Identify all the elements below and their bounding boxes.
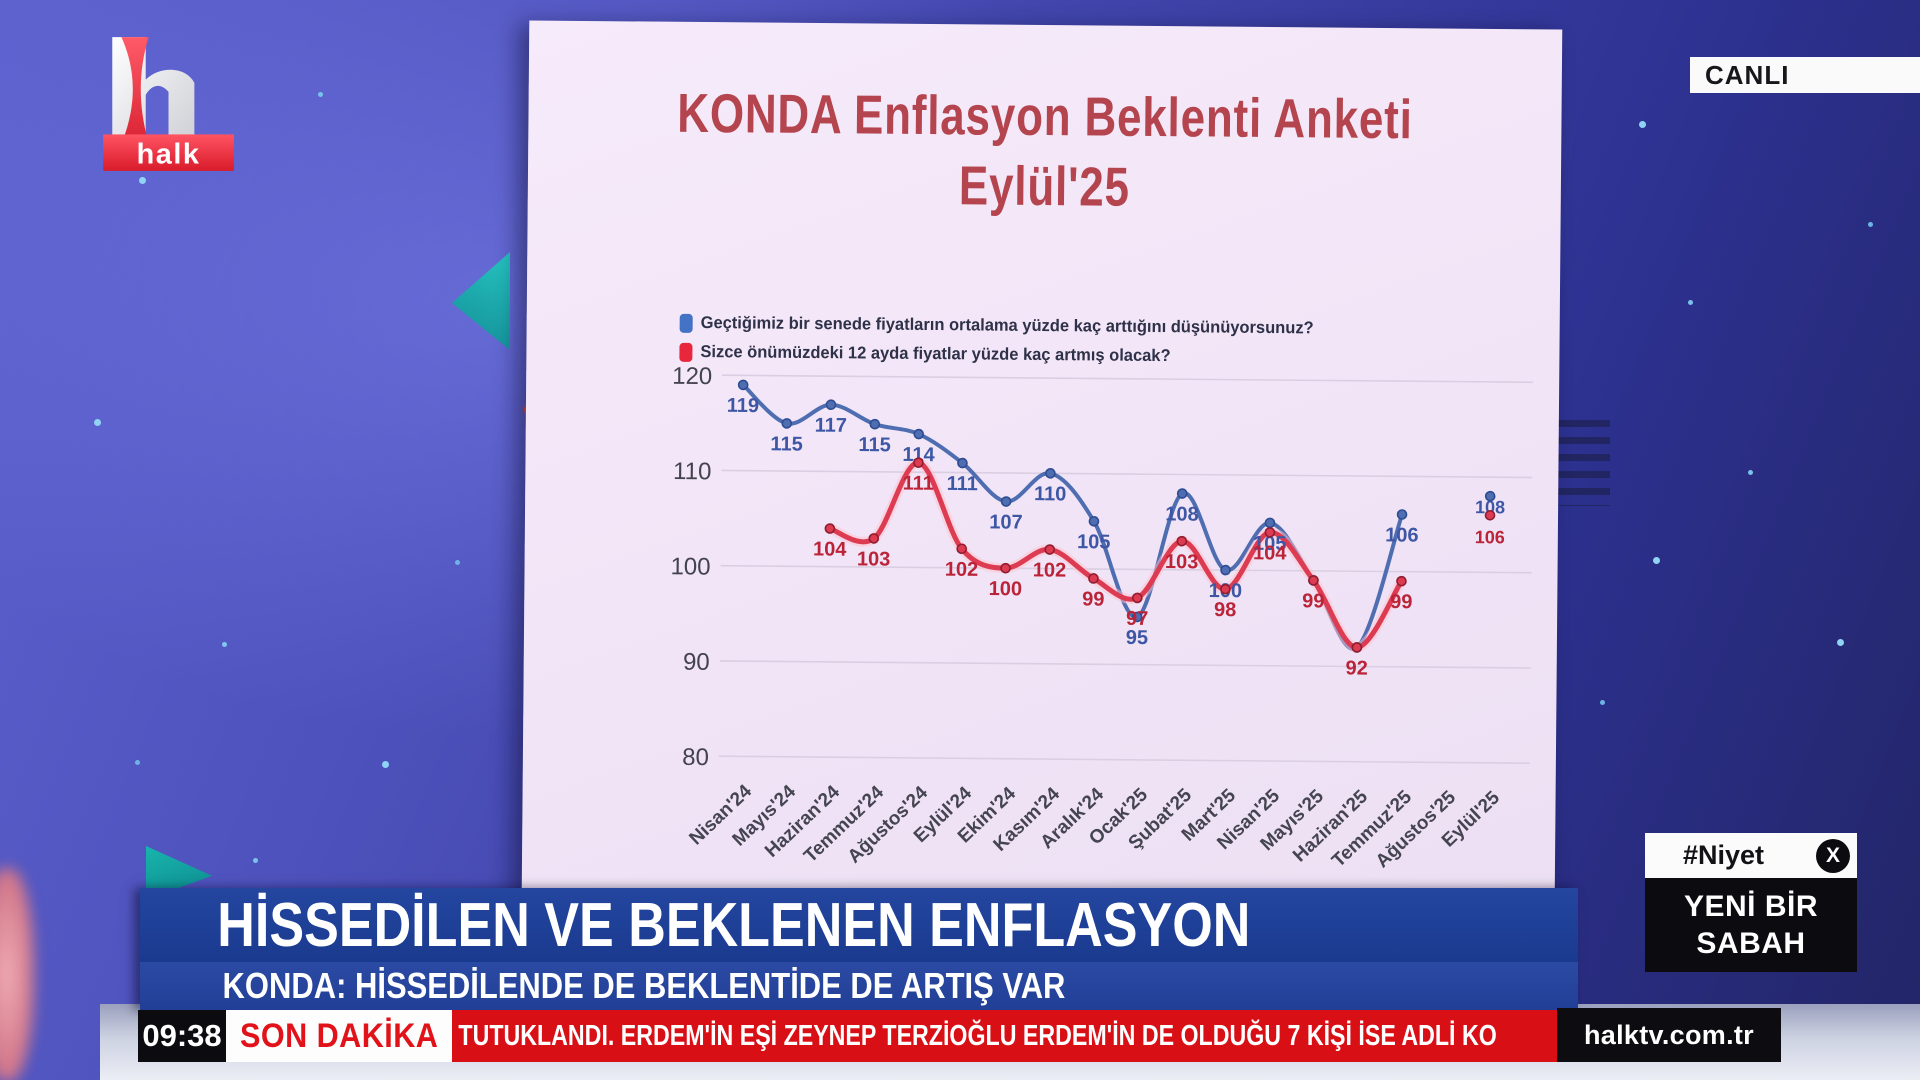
- dark-streaks-decoration: [1553, 420, 1610, 506]
- news-ticker: 09:38 SON DAKİKA TUTUKLANDI. ERDEM'İN EŞ…: [0, 1010, 1920, 1062]
- svg-text:104: 104: [1253, 542, 1287, 564]
- presenter-edge-blur: [0, 868, 34, 1080]
- svg-text:106: 106: [1385, 524, 1419, 546]
- svg-text:117: 117: [815, 415, 847, 437]
- svg-text:98: 98: [1214, 599, 1236, 621]
- svg-text:110: 110: [1034, 483, 1066, 505]
- svg-text:111: 111: [947, 473, 978, 495]
- svg-text:95: 95: [1126, 627, 1148, 649]
- subheadline-text: KONDA: HİSSEDİLENDE DE BEKLENTİDE DE ART…: [222, 965, 1066, 1006]
- svg-text:99: 99: [1302, 590, 1324, 612]
- halk-tv-logo: halk: [88, 28, 246, 180]
- svg-text:103: 103: [1165, 551, 1199, 573]
- svg-text:119: 119: [727, 395, 759, 417]
- svg-text:111: 111: [903, 473, 934, 495]
- slide-card: KONDA Enflasyon Beklenti Anketi Eylül'25…: [520, 20, 1563, 1015]
- hashtag-label: #Niyet: [1683, 840, 1765, 870]
- background-star-dots: [0, 0, 5, 5]
- svg-text:90: 90: [683, 649, 710, 676]
- svg-text:100: 100: [989, 578, 1023, 600]
- clock-box: 09:38: [138, 1010, 226, 1062]
- lower-third-banner: HİSSEDİLEN VE BEKLENEN ENFLASYON KONDA: …: [140, 888, 1578, 1010]
- svg-text:108: 108: [1165, 503, 1199, 525]
- svg-text:120: 120: [672, 363, 712, 390]
- svg-text:106: 106: [1475, 527, 1505, 547]
- subheadline-bar: KONDA: HİSSEDİLENDE DE BEKLENTİDE DE ART…: [140, 962, 1578, 1010]
- svg-text:97: 97: [1126, 608, 1148, 630]
- svg-text:103: 103: [857, 548, 891, 570]
- program-name-line2: SABAH: [1696, 927, 1806, 960]
- breaking-news-label: SON DAKİKA: [239, 1016, 439, 1055]
- halk-h-icon: halk: [103, 37, 234, 171]
- ticker-strip: TUTUKLANDI. ERDEM'İN EŞİ ZEYNEP TERZİOĞL…: [452, 1010, 1557, 1062]
- live-badge: CANLI: [1690, 57, 1920, 93]
- svg-text:105: 105: [1077, 531, 1111, 553]
- program-name-line1: YENİ BİR: [1683, 890, 1819, 923]
- svg-text:99: 99: [1082, 588, 1104, 610]
- headline-text: HİSSEDİLEN VE BEKLENEN ENFLASYON: [217, 890, 1251, 960]
- svg-text:92: 92: [1345, 657, 1367, 679]
- inflation-line-chart: 1201101009080Nisan'24Mayıs'24Haziran'24T…: [670, 363, 1534, 872]
- svg-text:115: 115: [858, 434, 890, 456]
- breaking-news-badge: SON DAKİKA: [226, 1010, 452, 1062]
- teal-triangle-decoration: [452, 252, 510, 350]
- ticker-text: TUTUKLANDI. ERDEM'İN EŞİ ZEYNEP TERZİOĞL…: [458, 1019, 1497, 1052]
- svg-text:99: 99: [1390, 591, 1412, 613]
- live-badge-label: CANLI: [1705, 60, 1790, 90]
- svg-text:107: 107: [989, 511, 1023, 533]
- svg-text:80: 80: [682, 744, 709, 771]
- svg-text:108: 108: [1475, 497, 1505, 517]
- svg-text:102: 102: [945, 559, 979, 581]
- svg-text:114: 114: [902, 444, 935, 466]
- clock-label: 09:38: [142, 1018, 222, 1053]
- svg-text:115: 115: [770, 433, 802, 455]
- svg-text:110: 110: [673, 458, 711, 485]
- svg-text:104: 104: [813, 538, 847, 560]
- svg-text:105: 105: [1253, 533, 1287, 555]
- website-box: halktv.com.tr: [1557, 1008, 1781, 1062]
- x-logo-icon: X: [1816, 838, 1850, 873]
- svg-text:100: 100: [670, 553, 710, 580]
- svg-text:102: 102: [1033, 559, 1067, 581]
- headline-bar: HİSSEDİLEN VE BEKLENEN ENFLASYON: [140, 888, 1578, 962]
- svg-text:halk: halk: [137, 138, 201, 170]
- website-label: halktv.com.tr: [1584, 1019, 1754, 1050]
- program-name-box: YENİ BİR SABAH: [1645, 878, 1857, 972]
- hashtag-box: #Niyet X: [1645, 833, 1857, 878]
